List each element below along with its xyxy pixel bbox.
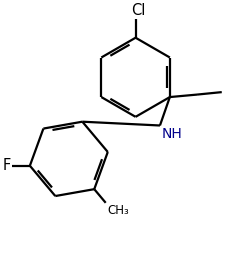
Text: NH: NH [161,128,182,141]
Text: F: F [2,158,11,173]
Text: Cl: Cl [131,3,145,18]
Text: CH₃: CH₃ [108,204,130,217]
